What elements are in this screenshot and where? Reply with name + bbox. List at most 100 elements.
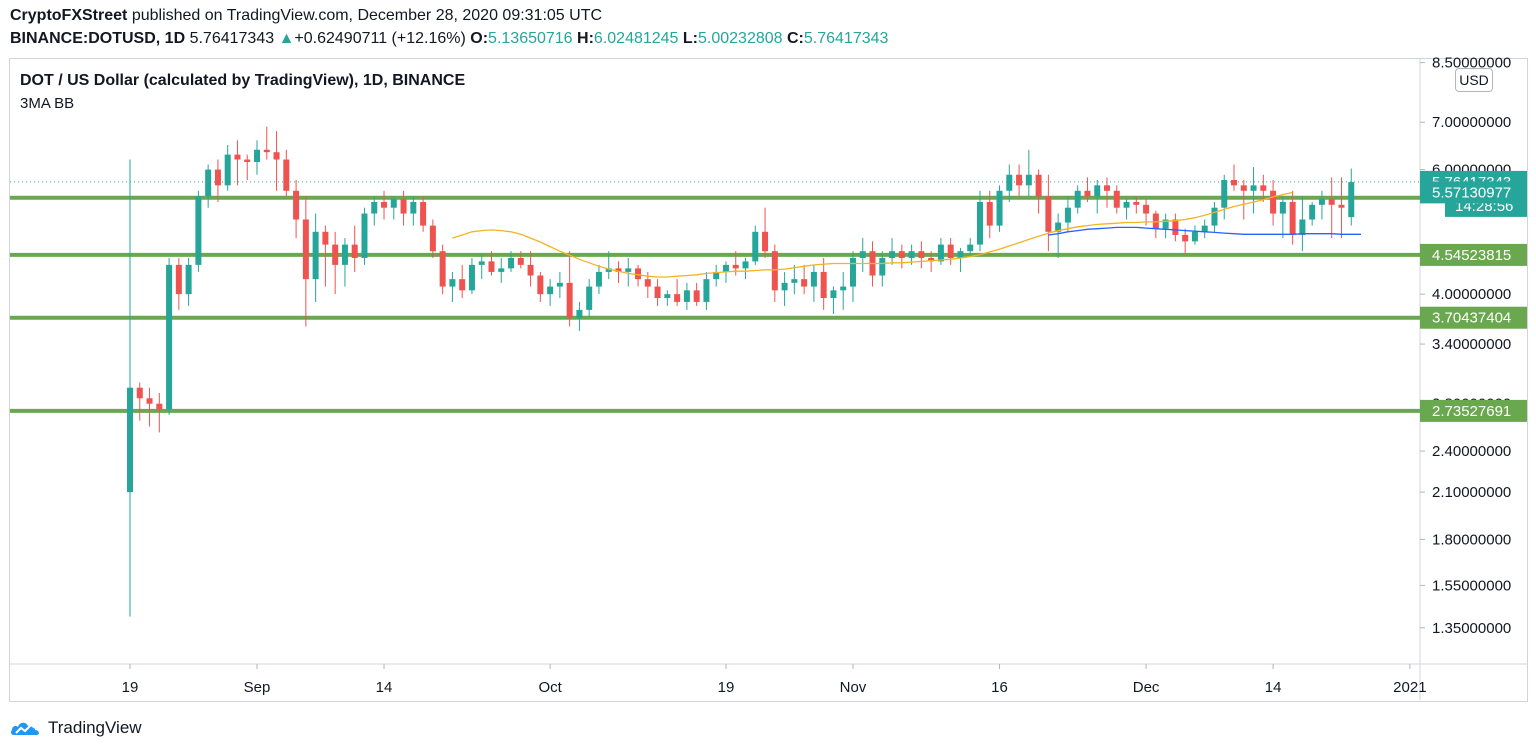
candle-body	[527, 264, 534, 276]
footer-brand[interactable]: TradingView	[10, 718, 142, 738]
change-up-icon: ▲	[278, 30, 295, 47]
candle-body	[1074, 190, 1081, 208]
candle-body	[127, 387, 133, 493]
candle-body	[947, 244, 954, 258]
candle-body	[859, 251, 866, 258]
candle-body	[1309, 204, 1316, 220]
candle-body	[508, 257, 515, 269]
candle-body	[937, 244, 944, 262]
candle-body	[1240, 185, 1247, 191]
candle-body	[1250, 185, 1257, 191]
candle-body	[976, 201, 983, 245]
candle-body	[1094, 185, 1101, 197]
candle-body	[683, 290, 690, 302]
candle-body	[1152, 213, 1159, 229]
candle-body	[156, 403, 163, 410]
candle-body	[244, 159, 251, 163]
candle-body	[1035, 174, 1042, 197]
y-tick-label: 1.55000000	[1432, 577, 1511, 594]
publisher-name[interactable]: CryptoFXStreet	[10, 7, 128, 24]
symbol-ohlc-line: BINANCE:DOTUSD, 1D 5.76417343 ▲+0.624907…	[10, 30, 888, 48]
candle-body	[713, 271, 720, 280]
candle-body	[459, 279, 466, 291]
candle-body	[771, 251, 778, 291]
candle-body	[1231, 180, 1238, 186]
footer-brand-label: TradingView	[48, 718, 142, 737]
candle-body	[674, 294, 681, 302]
candle-body	[957, 251, 964, 258]
high-value: 6.02481245	[593, 30, 679, 47]
candle-body	[488, 261, 495, 272]
candle-body	[410, 201, 417, 214]
candle-body	[752, 231, 759, 262]
candle-body	[742, 261, 749, 269]
candle-body	[1191, 231, 1198, 242]
candle-body	[293, 190, 300, 220]
candle-body	[849, 257, 856, 287]
candle-body	[263, 149, 270, 153]
currency-button[interactable]: USD	[1455, 68, 1493, 92]
candle-body	[312, 231, 319, 280]
candle-body	[722, 264, 729, 272]
candle-body	[1279, 201, 1286, 214]
symbol-label: BINANCE:DOTUSD, 1D	[10, 30, 186, 47]
candle-body	[371, 201, 378, 214]
legend-indicator[interactable]: 3MA BB	[20, 95, 75, 112]
candle-body	[889, 251, 896, 258]
candle-body	[273, 152, 280, 160]
y-tick-label: 8.50000000	[1432, 55, 1511, 72]
y-tick-label: 3.40000000	[1432, 336, 1511, 353]
y-tick-label: 2.10000000	[1432, 484, 1511, 501]
candle-body	[732, 264, 739, 269]
candle-body	[166, 264, 173, 410]
candle-body	[762, 231, 769, 252]
candle-body	[146, 398, 153, 404]
candle-body	[791, 279, 798, 283]
tradingview-cloud-icon	[10, 722, 39, 735]
candle-body	[644, 279, 651, 287]
candle-body	[468, 264, 475, 291]
candle-body	[1172, 219, 1179, 235]
candle-body	[1025, 174, 1032, 186]
candle-body	[566, 282, 573, 319]
high-label: H:	[577, 30, 594, 47]
close-label: C:	[787, 30, 804, 47]
x-tick-label: Nov	[840, 679, 867, 696]
candle-body	[1084, 190, 1091, 197]
candle-body	[234, 154, 241, 160]
chart-frame[interactable]	[9, 58, 1528, 702]
candle-body	[1221, 180, 1228, 208]
candle-body	[332, 244, 339, 265]
candle-body	[390, 199, 397, 208]
candle-body	[498, 268, 505, 272]
change-value: +0.62490711 (+12.16%)	[294, 30, 466, 47]
candle-body	[898, 251, 905, 258]
candle-body	[1006, 174, 1013, 191]
close-value: 5.76417343	[803, 30, 889, 47]
candle-body	[1162, 219, 1169, 229]
legend-title[interactable]: DOT / US Dollar (calculated by TradingVi…	[20, 72, 466, 89]
candle-body	[400, 199, 407, 214]
candle-body	[928, 257, 935, 262]
candle-body	[820, 271, 827, 299]
candle-body	[1104, 185, 1110, 191]
candle-body	[664, 294, 671, 299]
candle-body	[351, 244, 358, 258]
candle-body	[214, 169, 221, 186]
candle-body	[840, 286, 847, 291]
price-label-text: 2.73527691	[1432, 403, 1511, 420]
candle-body	[1182, 234, 1189, 242]
candle-body	[381, 201, 388, 208]
candle-body	[439, 251, 446, 287]
candle-body	[830, 290, 837, 299]
candle-body	[556, 282, 563, 287]
ma-fast-line	[452, 191, 1293, 278]
price-label-box	[1420, 399, 1527, 422]
candle-body	[576, 309, 583, 319]
candle-body	[547, 286, 554, 295]
candle-body	[781, 282, 788, 291]
low-label: L:	[682, 30, 699, 47]
price-label-box	[1420, 243, 1527, 266]
candle-body	[1328, 199, 1335, 205]
